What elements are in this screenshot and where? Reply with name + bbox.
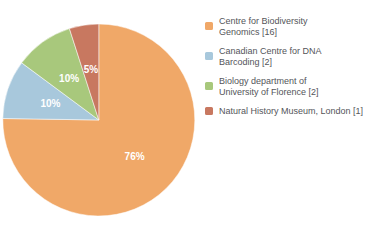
svg-text:Biology department of: Biology department of xyxy=(219,76,307,86)
svg-text:Canadian Centre for DNA: Canadian Centre for DNA xyxy=(219,46,322,56)
svg-text:10%: 10% xyxy=(59,73,79,84)
svg-text:76%: 76% xyxy=(125,151,145,162)
svg-text:Centre for Biodiversity: Centre for Biodiversity xyxy=(219,16,308,26)
svg-text:Genomics [16]: Genomics [16] xyxy=(219,27,277,37)
svg-text:Barcoding [2]: Barcoding [2] xyxy=(219,57,272,67)
svg-text:5%: 5% xyxy=(84,64,99,75)
svg-text:Natural History Museum, London: Natural History Museum, London [1] xyxy=(219,106,363,116)
svg-text:10%: 10% xyxy=(40,98,60,109)
svg-text:University of Florence [2]: University of Florence [2] xyxy=(219,87,319,97)
